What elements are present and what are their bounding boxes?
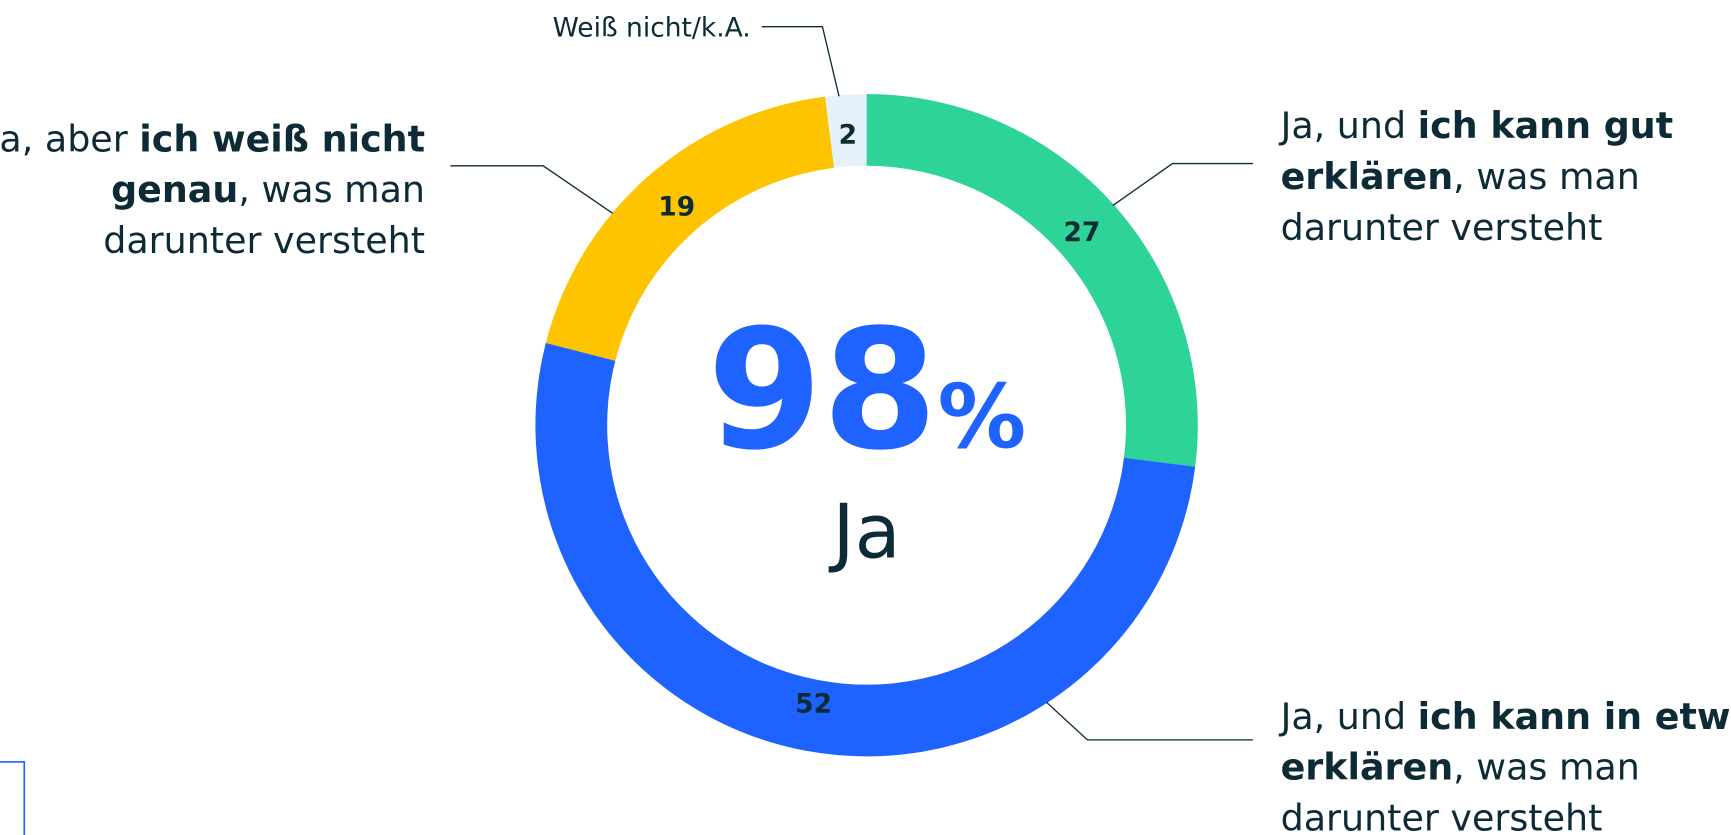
label-segment: ich weiß nicht xyxy=(139,117,425,160)
label-segment: darunter versteht xyxy=(103,219,425,262)
label-segment: genau xyxy=(111,168,238,211)
donut-slice xyxy=(866,94,1198,467)
value-label: 27 xyxy=(1063,217,1100,248)
label-segment: Ja, und xyxy=(1279,695,1418,738)
center-unit: % xyxy=(938,365,1026,468)
center-number-value: 98 xyxy=(707,294,937,487)
leader-line xyxy=(450,165,614,214)
label-segment: , was man xyxy=(1453,155,1640,198)
label-segment: darunter versteht xyxy=(1281,206,1603,249)
label-segment: , was man xyxy=(238,168,425,211)
leader-line xyxy=(761,26,840,97)
label-segment: Ja, aber xyxy=(0,117,139,160)
category-label: darunter versteht xyxy=(103,219,425,262)
label-segment: ich kann in etwa xyxy=(1418,695,1731,738)
category-label: Ja, aber ich weiß nicht xyxy=(0,117,425,160)
value-label: 19 xyxy=(658,191,695,222)
category-label: Ja, und ich kann gut xyxy=(1279,104,1674,147)
value-label: 2 xyxy=(839,120,857,151)
label-segment: erklären xyxy=(1281,155,1454,198)
category-label: erklären, was man xyxy=(1281,155,1640,198)
center-number: 98% xyxy=(707,294,1026,487)
category-label: genau, was man xyxy=(111,168,425,211)
value-label: 52 xyxy=(795,688,832,719)
label-segment: erklären xyxy=(1281,746,1454,789)
category-label: erklären, was man xyxy=(1281,746,1640,789)
center-text: Ja xyxy=(829,488,901,576)
label-segment: Weiß nicht/k.A. xyxy=(553,13,751,44)
donut-slice xyxy=(545,96,835,361)
label-segment: , was man xyxy=(1453,746,1640,789)
leader-line xyxy=(1112,162,1253,207)
category-label: darunter versteht xyxy=(1281,796,1603,835)
donut-slice xyxy=(535,342,1196,757)
label-segment: Ja, und xyxy=(1279,104,1418,147)
donut-slice xyxy=(825,94,867,168)
leader-line xyxy=(1046,701,1253,741)
label-segment: darunter versteht xyxy=(1281,796,1603,835)
category-label: darunter versteht xyxy=(1281,206,1603,249)
cropped-box xyxy=(0,761,26,835)
category-label: Weiß nicht/k.A. xyxy=(553,13,751,44)
label-segment: ich kann gut xyxy=(1418,104,1673,147)
category-label: Ja, und ich kann in etwa xyxy=(1279,695,1731,738)
